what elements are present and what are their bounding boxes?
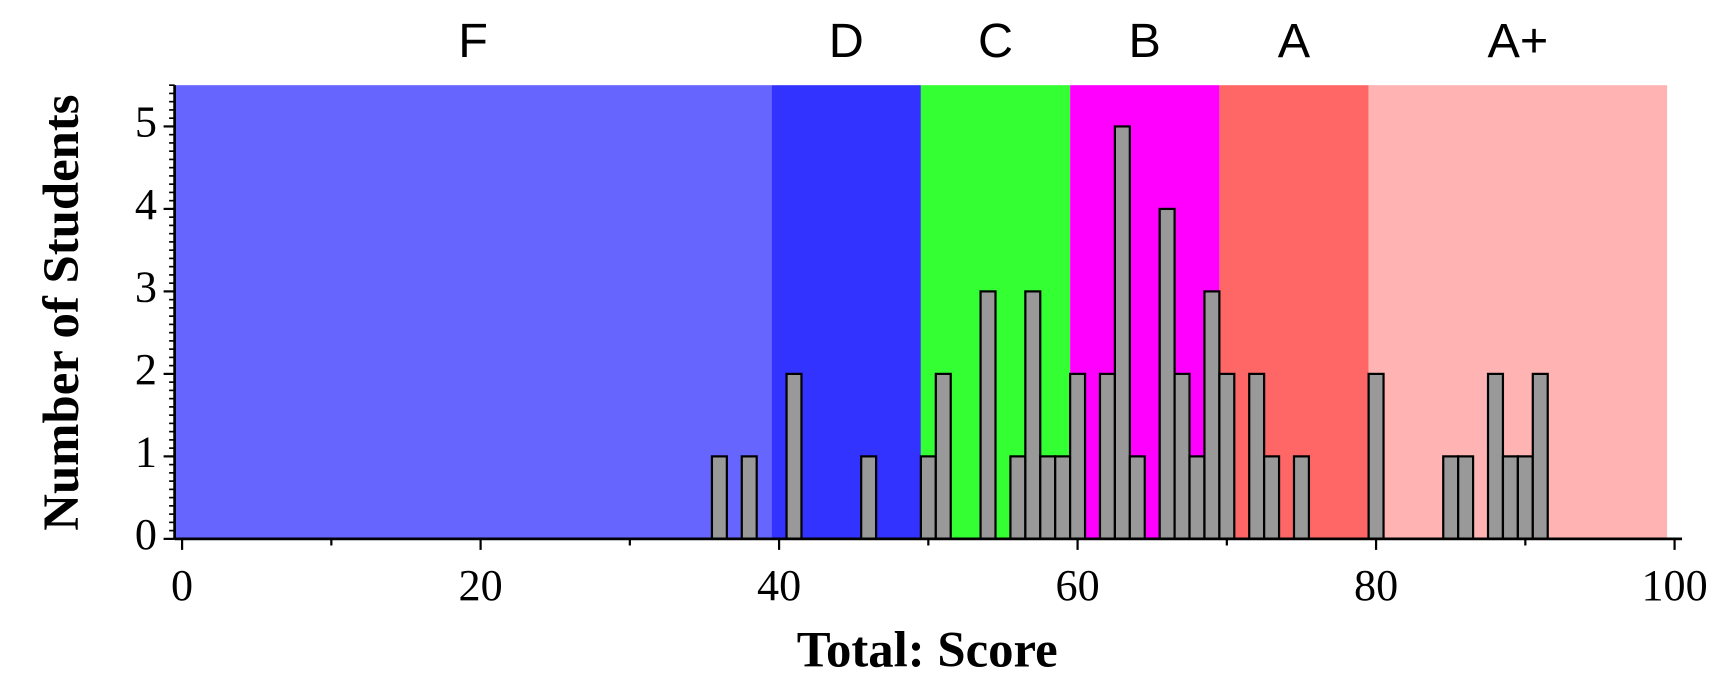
bar <box>1069 372 1087 540</box>
grade-band <box>174 85 772 539</box>
bar <box>1054 455 1072 540</box>
grade-label: A+ <box>1487 14 1548 68</box>
bar <box>1486 372 1505 540</box>
bar <box>1098 372 1116 540</box>
bar <box>919 455 937 540</box>
x-tick-label: 40 <box>757 561 801 610</box>
grade-label: F <box>458 14 488 68</box>
bar <box>934 372 952 540</box>
grade-label: B <box>1129 14 1161 68</box>
bar <box>1292 455 1311 540</box>
bar <box>1039 455 1057 540</box>
grade-label: D <box>829 14 864 68</box>
y-tick-label: 5 <box>135 98 157 147</box>
y-tick-label: 3 <box>135 263 157 312</box>
bar <box>710 455 728 540</box>
x-tick-label: 60 <box>1056 561 1100 610</box>
bar <box>1248 372 1266 540</box>
bar <box>1203 290 1221 540</box>
axes: 0 20 40 60 80 100 0 1 2 3 4 5 <box>135 84 1708 610</box>
bars <box>710 125 1549 540</box>
bar <box>1009 455 1027 540</box>
bar <box>1516 455 1534 540</box>
x-axis-label: Total: Score <box>797 621 1058 677</box>
bar <box>740 455 758 540</box>
bar <box>1263 455 1281 540</box>
bar <box>1218 372 1236 540</box>
bar <box>1367 372 1385 540</box>
x-tick-label: 100 <box>1641 561 1707 610</box>
bar <box>979 290 997 540</box>
x-tick-label: 0 <box>171 561 193 610</box>
y-tick-label: 1 <box>135 427 157 476</box>
bar <box>1442 455 1460 540</box>
bar <box>1501 455 1519 540</box>
grade-label: C <box>978 14 1013 68</box>
y-axis-label: Number of Students <box>33 94 89 530</box>
y-tick-label: 2 <box>135 345 157 394</box>
bar <box>1531 372 1549 540</box>
bar <box>785 372 803 540</box>
bar <box>1128 455 1146 540</box>
bar <box>1024 290 1042 540</box>
bar <box>860 455 878 540</box>
bar <box>1113 125 1131 540</box>
bar <box>1173 372 1191 540</box>
bar <box>1158 207 1176 540</box>
y-tick-label: 0 <box>135 510 157 559</box>
x-tick-label: 80 <box>1354 561 1398 610</box>
bar <box>1188 455 1206 540</box>
bar <box>1457 455 1475 540</box>
x-tick-label: 20 <box>459 561 503 610</box>
grade-label: A <box>1278 14 1311 68</box>
y-tick-label: 4 <box>135 180 157 229</box>
